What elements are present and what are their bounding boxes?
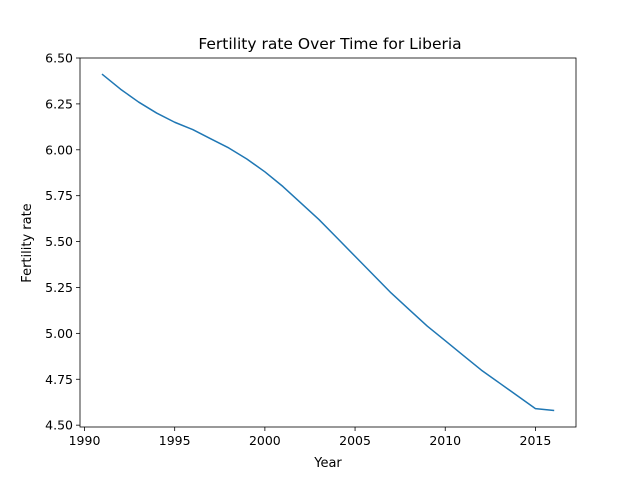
x-tick-label: 2015 bbox=[520, 433, 552, 448]
y-tick-label: 5.75 bbox=[45, 188, 73, 203]
y-tick-label: 4.50 bbox=[45, 418, 73, 433]
series-line-0 bbox=[101, 73, 555, 412]
y-tick-label: 5.25 bbox=[45, 280, 73, 295]
y-tick-label: 6.50 bbox=[45, 51, 73, 66]
x-tick-label: 2000 bbox=[249, 433, 281, 448]
x-tick-label: 2005 bbox=[339, 433, 371, 448]
chart-title: Fertility rate Over Time for Liberia bbox=[198, 35, 461, 53]
y-tick-label: 6.25 bbox=[45, 96, 73, 111]
y-axis-label: Fertility rate bbox=[20, 203, 35, 282]
y-tick-label: 4.75 bbox=[45, 372, 73, 387]
x-tick-label: 1995 bbox=[159, 433, 191, 448]
y-tick-label: 5.50 bbox=[45, 234, 73, 249]
plot-frame bbox=[79, 57, 577, 428]
x-tick-label: 1990 bbox=[69, 433, 101, 448]
x-axis-label: Year bbox=[313, 456, 342, 471]
x-tick-label: 2010 bbox=[429, 433, 461, 448]
y-tick-label: 6.00 bbox=[45, 142, 73, 157]
y-tick-label: 5.00 bbox=[45, 326, 73, 341]
plot-area: 1990 1995 2000 2005 2010 2015 4.50 4.75 5.00 5.25… bbox=[45, 51, 577, 448]
